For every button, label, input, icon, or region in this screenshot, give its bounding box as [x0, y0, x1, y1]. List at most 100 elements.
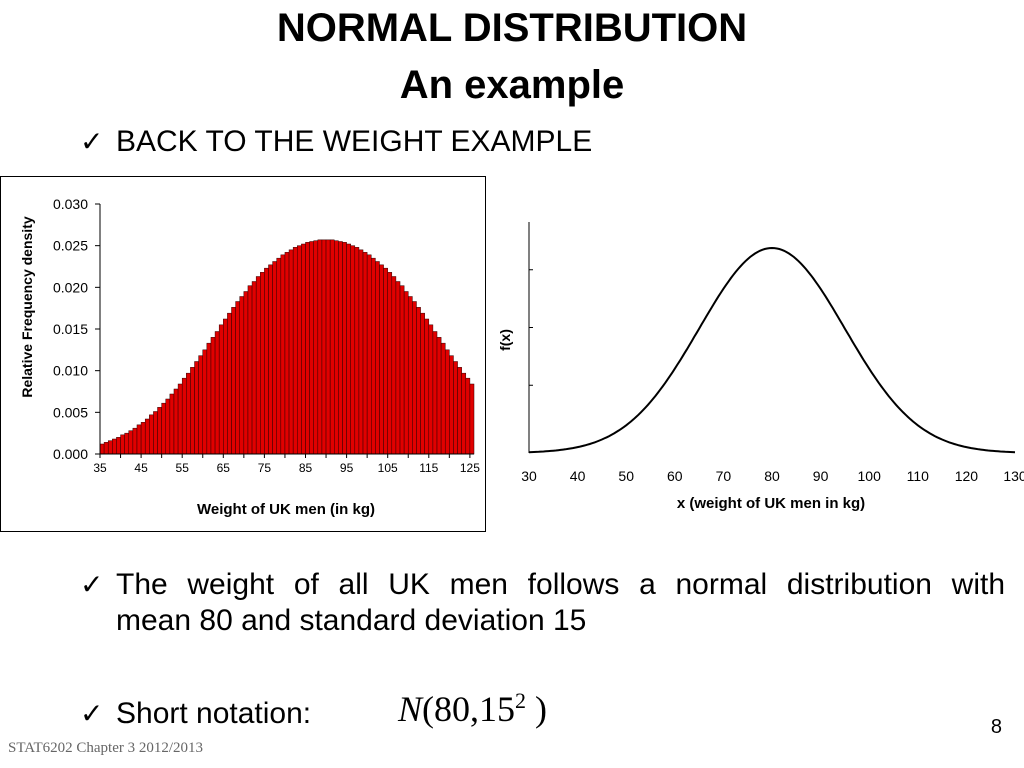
histogram-bar [177, 383, 183, 455]
histogram-bar [140, 422, 146, 455]
histogram-y-tick-label: 0.020 [53, 279, 88, 295]
curve-x-tick-label: 30 [521, 468, 537, 484]
histogram-svg: 0.000 0.005 0.010 0.015 0.020 0.025 0.030 35 45 5… [0, 176, 486, 532]
histogram-bar [128, 430, 134, 455]
bullet-text-line1: The weight of all UK men follows a norma… [116, 568, 1005, 601]
histogram-x-tick-label: 105 [378, 461, 398, 475]
check-icon: ✓ [80, 698, 104, 729]
bullet-text-line2: mean 80 and standard deviation 15 [116, 604, 587, 637]
histogram-bar [144, 418, 150, 455]
histogram-bar [461, 372, 467, 455]
histogram-bar [432, 331, 438, 455]
histogram-bar [301, 243, 306, 455]
histogram-bar [243, 291, 249, 455]
histogram-bar [194, 361, 199, 455]
notation-exponent: 2 [515, 688, 527, 713]
histogram-bar [136, 424, 142, 455]
histogram-bar [202, 349, 208, 455]
histogram-bar [161, 402, 167, 455]
curve-axes: 30 40 50 60 70 80 90 100 110 120 130 [521, 222, 1024, 484]
histogram-bar [120, 434, 125, 455]
histogram-bar [453, 361, 458, 455]
histogram-bar [407, 296, 413, 455]
curve-x-tick-label: 50 [618, 468, 634, 484]
histogram-bar [235, 301, 240, 455]
histogram-bar [124, 432, 130, 455]
histogram-bar [375, 261, 380, 455]
histogram-bar [280, 254, 286, 455]
histogram-bar [239, 296, 245, 455]
bullet-short-notation: ✓ Short notation: [80, 696, 311, 732]
histogram-bar [371, 257, 376, 455]
histogram-x-tick-label: 125 [460, 461, 480, 475]
histogram-bar [190, 367, 195, 455]
curve-x-tick-label: 130 [1003, 468, 1024, 484]
histogram-bar [395, 281, 401, 455]
bullet-text: BACK TO THE WEIGHT EXAMPLE [116, 125, 593, 158]
histogram-bar [379, 264, 384, 455]
histogram-bar [149, 414, 154, 455]
histogram-bar [305, 242, 310, 455]
histogram-bar [416, 307, 421, 455]
check-icon: ✓ [80, 126, 104, 157]
histogram-y-tick-label: 0.015 [53, 321, 88, 337]
histogram-x-tick-label: 95 [340, 461, 354, 475]
histogram-bar [350, 245, 356, 455]
histogram-bar [198, 355, 203, 455]
histogram-bar [338, 241, 343, 455]
histogram-bar [391, 276, 397, 455]
histogram-bar [309, 241, 314, 455]
bullet-text: Short notation: [116, 697, 312, 730]
histogram-bar [292, 247, 298, 455]
histogram-bar [206, 342, 212, 455]
slide-subtitle: An example [399, 63, 625, 107]
curve-x-tick-label: 120 [955, 468, 979, 484]
curve-x-tick-label: 100 [858, 468, 882, 484]
curve-x-label: x (weight of UK men in kg) [677, 495, 865, 512]
histogram-bar [173, 388, 179, 455]
histogram-x-tick-label: 85 [299, 461, 313, 475]
histogram-y-tick-label: 0.025 [53, 238, 88, 254]
histogram-bar [313, 240, 319, 455]
curve-x-tick-label: 90 [813, 468, 829, 484]
histogram-bar [107, 440, 113, 455]
check-icon: ✓ [80, 569, 104, 600]
histogram-bar [227, 312, 232, 455]
page-number: 8 [990, 716, 1002, 738]
histogram-bar [420, 312, 425, 455]
histogram-bar [272, 261, 277, 455]
histogram-bar [346, 243, 351, 455]
footer-text: STAT6202 Chapter 3 2012/2013 [8, 740, 204, 756]
histogram-x-tick-label: 45 [134, 461, 148, 475]
histogram-bars [99, 239, 475, 455]
histogram-bar [218, 324, 224, 455]
histogram-bar [334, 240, 339, 455]
histogram-bar [428, 324, 434, 455]
bullet-distribution-statement: ✓ The weight of all UK men follows a norm… [80, 567, 1005, 639]
histogram-bar [99, 443, 105, 455]
curve-x-tick-label: 110 [907, 468, 930, 484]
histogram-bar [153, 411, 158, 455]
density-curve-svg: 30 40 50 60 70 80 90 100 110 120 130 x (weight of … [497, 222, 1024, 512]
histogram-bar [387, 272, 393, 455]
histogram-bar [412, 301, 417, 455]
notation-close: ) [526, 689, 548, 729]
histogram-bar [132, 427, 138, 455]
histogram-bar [210, 337, 216, 455]
histogram-bar [112, 438, 117, 455]
histogram-bar [362, 252, 368, 455]
histogram-bar [403, 291, 409, 455]
histogram-bar [329, 239, 335, 455]
notation-args: (80,15 [422, 689, 516, 729]
histogram-axes: 0.000 0.005 0.010 0.015 0.020 0.025 0.030 35 45 5… [53, 196, 480, 475]
histogram-x-tick-label: 35 [93, 461, 107, 475]
notation-formula: N(80,152 ) [398, 688, 547, 730]
histogram-bar [157, 407, 162, 455]
curve-x-tick-label: 80 [764, 468, 780, 484]
histogram-bar [440, 342, 446, 455]
histogram-bar [288, 249, 294, 455]
histogram-x-tick-label: 115 [419, 461, 438, 475]
histogram-bar [297, 245, 302, 455]
histogram-bar [260, 272, 265, 455]
histogram-bar [251, 281, 257, 455]
